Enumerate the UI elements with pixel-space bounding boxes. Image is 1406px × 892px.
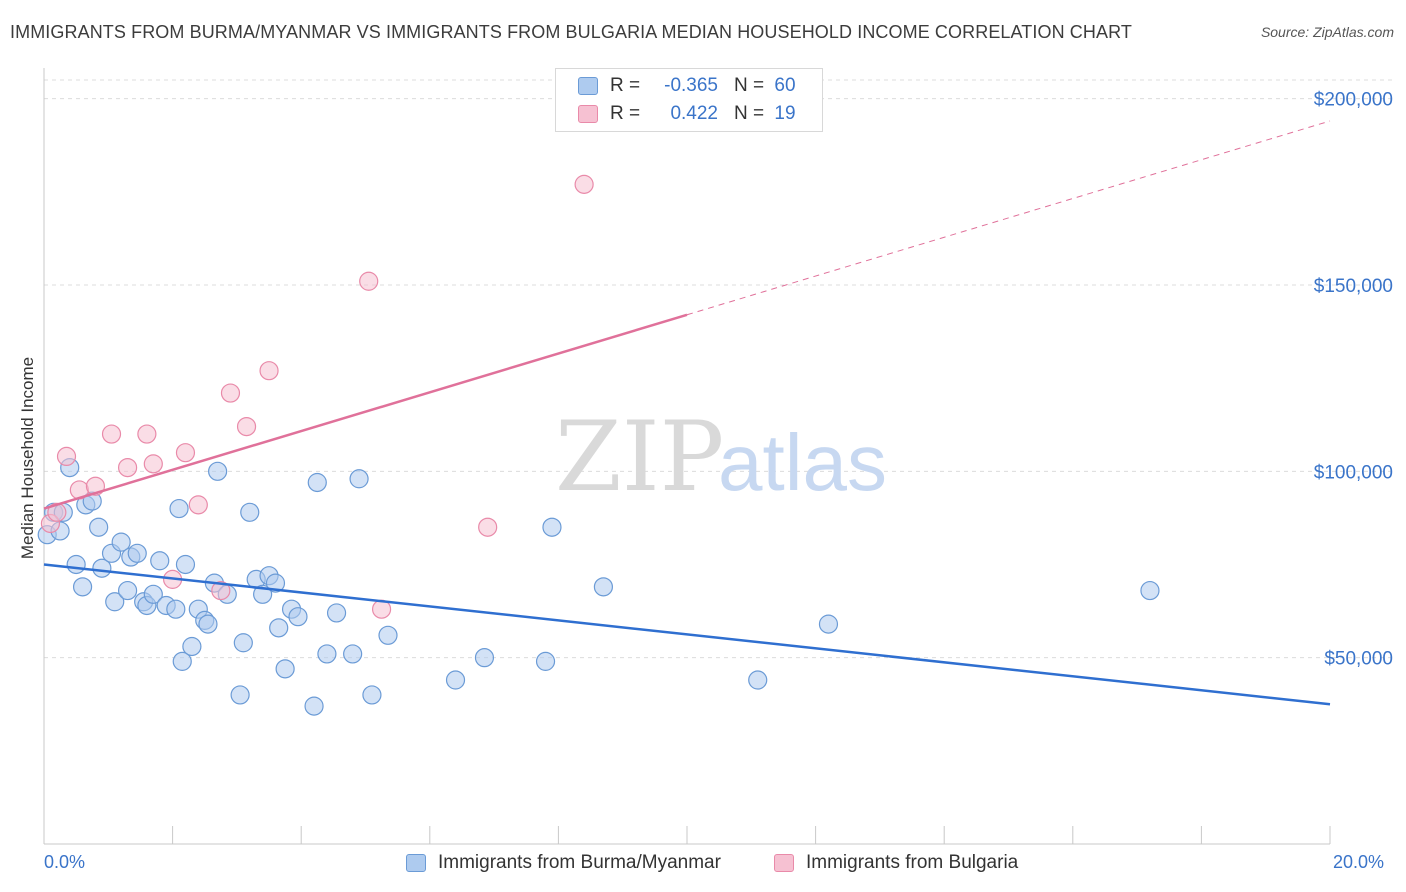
- point-burma: [1140, 580, 1160, 601]
- legend-r-label: R =: [610, 103, 641, 124]
- series-label-bulgaria: Immigrants from Bulgaria: [806, 852, 1019, 873]
- point-bulgaria: [101, 424, 122, 444]
- point-burma: [240, 502, 260, 522]
- point-burma: [92, 558, 112, 578]
- point-burma: [474, 648, 495, 668]
- y-tick-label: $100,000: [1314, 462, 1393, 483]
- legend-n-label: N =: [734, 103, 765, 124]
- point-bulgaria: [220, 383, 241, 403]
- y-tick-label: $200,000: [1314, 90, 1393, 111]
- point-burma: [317, 644, 337, 664]
- point-burma: [748, 670, 768, 690]
- point-bulgaria: [211, 580, 231, 601]
- point-bulgaria: [259, 361, 279, 381]
- series-legend-burma: Immigrants from Burma/Myanmar: [406, 852, 721, 874]
- point-burma: [230, 685, 250, 705]
- x-tick-label-min: 0.0%: [44, 852, 86, 872]
- point-bulgaria: [236, 416, 257, 437]
- point-burma: [265, 573, 286, 593]
- point-burma: [818, 614, 839, 634]
- legend-row-burma: R = -0.365 N = 60: [578, 73, 800, 99]
- point-burma: [66, 554, 86, 575]
- point-burma: [117, 580, 138, 601]
- point-bulgaria: [47, 502, 67, 522]
- point-burma: [169, 498, 189, 519]
- point-burma: [593, 577, 614, 597]
- point-burma: [275, 659, 295, 679]
- legend-row-bulgaria: R = 0.422 N = 19: [578, 101, 800, 127]
- point-burma: [127, 543, 147, 563]
- legend-n-label: N =: [734, 75, 765, 96]
- point-burma: [72, 577, 93, 597]
- trend-lines: [43, 120, 1331, 706]
- point-burma: [89, 517, 109, 537]
- point-bulgaria: [359, 271, 379, 291]
- point-bulgaria: [188, 495, 208, 515]
- point-burma: [535, 651, 556, 671]
- point-burma: [542, 517, 562, 537]
- y-tick-labels: $50,000 $100,000 $150,000 $200,000: [1314, 90, 1393, 670]
- series-label-burma: Immigrants from Burma/Myanmar: [438, 852, 721, 873]
- y-tick-label: $50,000: [1324, 649, 1393, 670]
- gridlines: [44, 79, 1394, 659]
- legend-r-value: 0.422: [670, 103, 718, 124]
- point-burma: [288, 607, 308, 627]
- legend-r-label: R =: [610, 75, 641, 96]
- point-burma: [111, 532, 131, 552]
- point-burma: [269, 618, 289, 638]
- point-bulgaria: [117, 457, 138, 478]
- trend-line-pink: [43, 313, 688, 510]
- point-bulgaria: [143, 454, 163, 474]
- correlation-legend: R = -0.365 N = 60 R = 0.422 N = 19: [555, 68, 823, 132]
- point-burma: [343, 644, 363, 664]
- x-tick-label-max: 20.0%: [1333, 852, 1385, 872]
- legend-r-value: -0.365: [664, 75, 718, 96]
- point-bulgaria: [175, 443, 196, 463]
- point-bulgaria: [478, 517, 498, 537]
- watermark-zip: ZIP: [555, 401, 724, 513]
- point-burma: [166, 599, 186, 619]
- watermark-atlas: atlas: [718, 418, 887, 507]
- series-legend: Immigrants from Burma/Myanmar Immigrants…: [0, 852, 1406, 878]
- point-burma: [172, 651, 192, 671]
- legend-swatch-bulgaria: [578, 105, 598, 123]
- point-bulgaria: [56, 446, 77, 467]
- point-bulgaria: [574, 174, 594, 194]
- point-burma: [362, 685, 382, 705]
- point-burma: [175, 554, 196, 575]
- point-bulgaria: [137, 424, 157, 444]
- series-legend-bulgaria: Immigrants from Bulgaria: [774, 852, 1018, 874]
- trend-line-extension-pink: [686, 120, 1331, 316]
- series-swatch-burma: [406, 854, 426, 872]
- legend-n-value: 19: [774, 103, 796, 124]
- legend-n-value: 60: [774, 75, 796, 96]
- series-swatch-bulgaria: [774, 854, 794, 872]
- point-burma: [198, 614, 218, 634]
- point-burma: [445, 670, 466, 690]
- point-burma: [143, 584, 163, 604]
- trend-line-blue: [43, 563, 1331, 706]
- point-burma: [233, 633, 253, 653]
- chart-title: IMMIGRANTS FROM BURMA/MYANMAR VS IMMIGRA…: [10, 22, 1132, 42]
- point-burma: [304, 696, 324, 716]
- point-burma: [378, 625, 398, 645]
- point-burma: [150, 551, 170, 571]
- y-tick-label: $150,000: [1314, 276, 1393, 297]
- point-burma: [326, 603, 347, 623]
- point-burma: [208, 461, 228, 481]
- source-credit: Source: ZipAtlas.com: [1260, 24, 1394, 40]
- axes: [43, 68, 1331, 845]
- point-burma: [182, 636, 202, 657]
- point-burma: [307, 472, 327, 493]
- point-burma: [349, 469, 369, 489]
- point-burma: [105, 592, 125, 612]
- legend-swatch-burma: [578, 77, 598, 95]
